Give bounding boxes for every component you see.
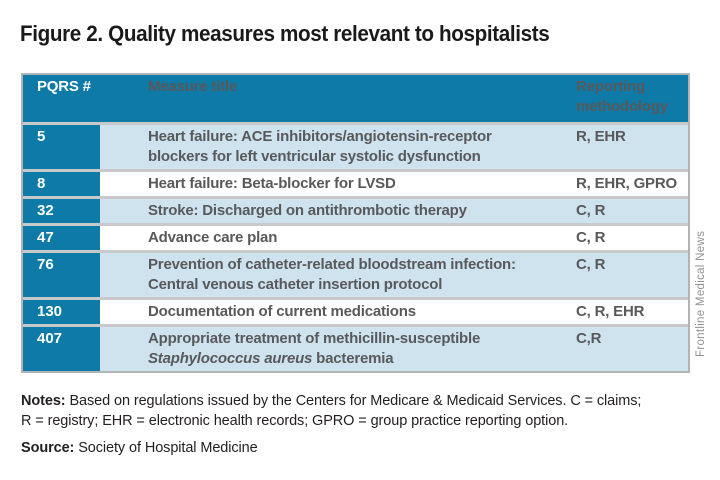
notes: Notes: Based on regulations issued by th… (21, 391, 693, 431)
table-header-row: PQRS # Measure title Reporting methodolo… (23, 75, 688, 122)
measure-title-text: Prevention of catheter-related bloodstre… (148, 256, 516, 293)
measure-title-cell: Documentation of current medications (100, 300, 576, 324)
pqrs-cell: 8 (23, 172, 100, 196)
measure-title-text: Documentation of current medications (148, 303, 416, 320)
reporting-cell: C, R (576, 226, 688, 250)
measure-title-text: Appropriate treatment of methicillin-sus… (148, 330, 481, 347)
quality-measures-table: PQRS # Measure title Reporting methodolo… (21, 73, 690, 373)
figure-title: Figure 2. Quality measures most relevant… (20, 21, 550, 46)
reporting-cell: C, R (576, 253, 688, 297)
reporting-cell: R, EHR, GPRO (576, 172, 688, 196)
table-row: 76 Prevention of catheter-related bloods… (23, 253, 688, 297)
measure-title-text: Advance care plan (148, 229, 278, 246)
measure-title-text: Stroke: Discharged on antithrombotic the… (148, 202, 467, 219)
measure-title-cell: Appropriate treatment of methicillin-sus… (100, 327, 576, 371)
measure-title-cell: Prevention of catheter-related bloodstre… (100, 253, 576, 297)
reporting-cell: C, R, EHR (576, 300, 688, 324)
notes-text: Based on regulations issued by the Cente… (21, 393, 642, 429)
pqrs-cell: 47 (23, 226, 100, 250)
table-row: 5 Heart failure: ACE inhibitors/angioten… (23, 125, 688, 169)
measure-title-text: Heart failure: ACE inhibitors/angiotensi… (148, 128, 492, 165)
pqrs-cell: 130 (23, 300, 100, 324)
notes-label: Notes: (21, 393, 66, 409)
measure-title-cell: Advance care plan (100, 226, 576, 250)
measure-title-cell: Heart failure: Beta-blocker for LVSD (100, 172, 576, 196)
source: Source: Society of Hospital Medicine (21, 438, 693, 458)
header-measure-title: Measure title (148, 78, 238, 95)
reporting-cell: R, EHR (576, 125, 688, 169)
measure-title-after-text: bacteremia (312, 350, 394, 367)
pqrs-cell: 5 (23, 125, 100, 169)
measure-title-cell: Heart failure: ACE inhibitors/angiotensi… (100, 125, 576, 169)
table-row: 47 Advance care plan C, R (23, 226, 688, 250)
header-reporting-methodology: Reporting methodology (576, 78, 668, 115)
table-row: 407 Appropriate treatment of methicillin… (23, 327, 688, 371)
table-row: 32 Stroke: Discharged on antithrombotic … (23, 199, 688, 223)
table-body: 5 Heart failure: ACE inhibitors/angioten… (23, 125, 688, 371)
publisher-credit: Frontline Medical News (695, 230, 707, 358)
source-text: Society of Hospital Medicine (78, 440, 258, 456)
measure-title-text: Heart failure: Beta-blocker for LVSD (148, 175, 396, 192)
pqrs-cell: 407 (23, 327, 100, 371)
header-pqrs: PQRS # (23, 75, 100, 122)
reporting-cell: C, R (576, 199, 688, 223)
source-label: Source: (21, 440, 75, 456)
measure-title-cell: Stroke: Discharged on antithrombotic the… (100, 199, 576, 223)
table-row: 8 Heart failure: Beta-blocker for LVSD R… (23, 172, 688, 196)
table-row: 130 Documentation of current medications… (23, 300, 688, 324)
pqrs-cell: 32 (23, 199, 100, 223)
pqrs-cell: 76 (23, 253, 100, 297)
reporting-cell: C,R (576, 327, 688, 371)
measure-title-italic-text: Staphylococcus aureus (148, 350, 313, 367)
